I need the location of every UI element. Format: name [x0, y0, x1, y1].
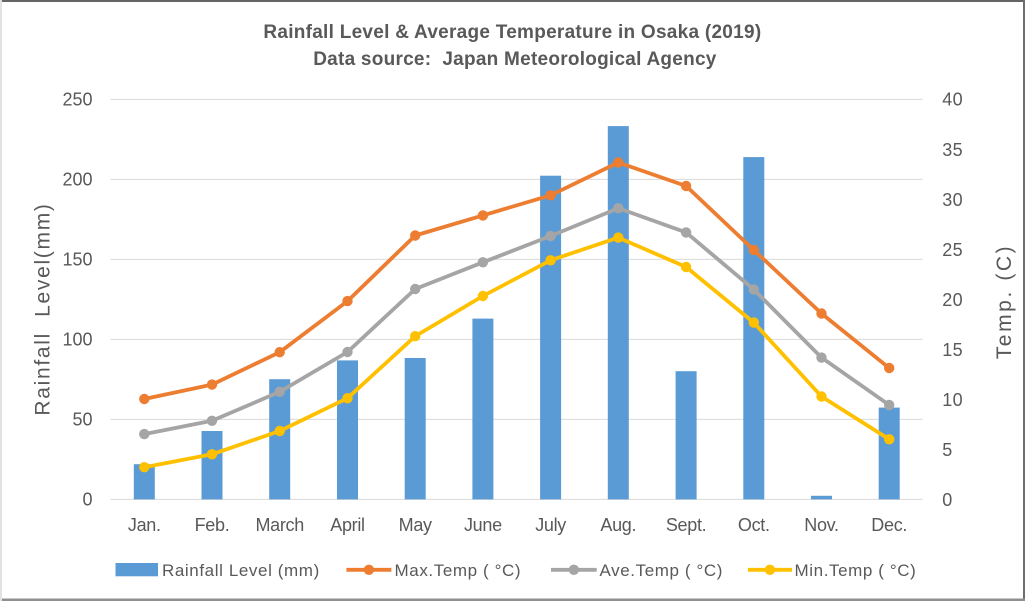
- svg-text:0: 0: [942, 490, 952, 510]
- svg-text:Rainfall Level & Average Tempe: Rainfall Level & Average Temperature in …: [263, 22, 761, 43]
- svg-text:30: 30: [942, 190, 963, 210]
- svg-text:Sept.: Sept.: [666, 515, 707, 535]
- svg-text:Aug.: Aug.: [600, 515, 636, 535]
- svg-text:10: 10: [942, 390, 963, 410]
- svg-text:March: March: [255, 515, 304, 535]
- svg-text:25: 25: [942, 240, 963, 260]
- svg-text:Jan.: Jan.: [128, 515, 161, 535]
- svg-text:April: April: [330, 515, 365, 535]
- svg-text:35: 35: [942, 140, 963, 160]
- svg-text:Rainfall Level(mm): Rainfall Level(mm): [32, 202, 55, 415]
- svg-text:Temp. (C): Temp. (C): [993, 244, 1016, 360]
- svg-text:40: 40: [942, 90, 963, 110]
- svg-text:15: 15: [942, 340, 963, 360]
- svg-text:250: 250: [62, 90, 92, 110]
- svg-text:200: 200: [62, 170, 92, 190]
- svg-text:Ave.Temp ( °C): Ave.Temp ( °C): [600, 561, 724, 580]
- svg-text:Min.Temp ( °C): Min.Temp ( °C): [795, 561, 917, 580]
- svg-text:5: 5: [942, 440, 952, 460]
- svg-text:Rainfall Level (mm): Rainfall Level (mm): [162, 561, 320, 580]
- svg-text:June: June: [464, 515, 502, 535]
- svg-text:150: 150: [62, 250, 92, 270]
- svg-text:Data source: Japan Meteorolog: Data source: Japan Meteorological Agency: [313, 49, 717, 70]
- svg-text:100: 100: [62, 330, 92, 350]
- svg-text:Max.Temp ( °C): Max.Temp ( °C): [395, 561, 522, 580]
- svg-text:20: 20: [942, 290, 963, 310]
- svg-text:July: July: [535, 515, 566, 535]
- svg-text:50: 50: [72, 410, 92, 430]
- svg-text:Nov.: Nov.: [804, 515, 838, 535]
- svg-text:May: May: [399, 515, 432, 535]
- svg-text:Oct.: Oct.: [738, 515, 770, 535]
- svg-text:0: 0: [82, 490, 92, 510]
- svg-text:Dec.: Dec.: [871, 515, 907, 535]
- svg-text:Feb.: Feb.: [195, 515, 230, 535]
